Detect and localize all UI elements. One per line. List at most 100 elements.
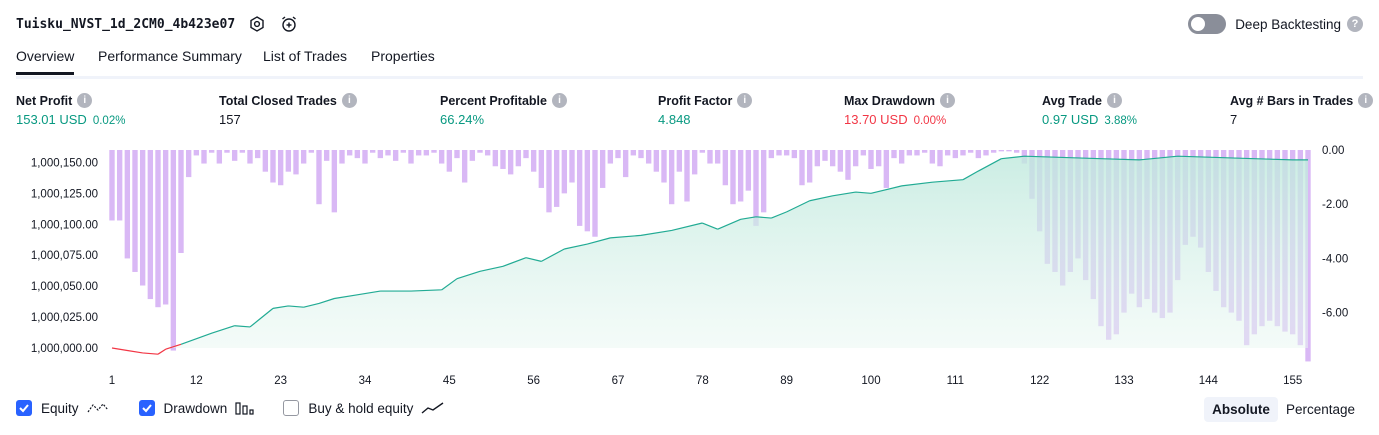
drawdown-bar — [645, 150, 652, 164]
drawdown-bar — [224, 150, 230, 153]
drawdown-bar — [147, 150, 154, 300]
metric-percent: 0.00% — [913, 115, 947, 127]
drawdown-bar — [400, 150, 407, 153]
drawdown-bar — [461, 150, 468, 183]
left-axis-tick-label: 1,000,075.00 — [31, 250, 98, 262]
metric-label: Avg Trade — [1042, 93, 1102, 108]
drawdown-bar — [883, 150, 890, 188]
drawdown-bar — [875, 150, 882, 167]
x-axis-tick-label: 78 — [696, 375, 709, 387]
drawdown-bar — [109, 150, 115, 221]
drawdown-bar — [898, 150, 905, 164]
drawdown-bar — [707, 150, 713, 164]
right-axis-tick-label: 0.00 — [1322, 145, 1344, 157]
info-icon[interactable]: i — [737, 93, 753, 108]
drawdown-bar — [691, 150, 698, 175]
info-icon[interactable]: i — [341, 93, 357, 108]
metric-max-drawdown: Max Drawdown i 13.70 USD 0.00% — [844, 93, 955, 127]
drawdown-bar — [254, 150, 261, 159]
legend-drawdown[interactable]: Drawdown — [138, 400, 256, 416]
drawdown-bar — [699, 150, 706, 153]
equity-line — [180, 155, 1308, 345]
metric-avg-trade: Avg Trade i 0.97 USD 3.88% — [1042, 93, 1137, 127]
drawdown-bar — [975, 150, 982, 159]
drawdown-bar — [714, 150, 721, 164]
equity-drawdown-chart[interactable]: 1,000,000.00 1,000,025.00 1,000,050.00 1,00… — [0, 140, 1379, 390]
drawdown-bar — [753, 150, 759, 226]
drawdown-bar — [500, 150, 506, 169]
metric-label: Percent Profitable — [440, 93, 547, 108]
drawdown-bar — [193, 150, 200, 156]
info-icon[interactable]: i — [551, 93, 567, 108]
drawdown-bar — [967, 150, 974, 153]
drawdown-bar — [155, 150, 161, 308]
drawdown-bar — [178, 150, 184, 253]
drawdown-bar — [983, 150, 989, 156]
drawdown-bar — [431, 150, 437, 153]
help-icon[interactable]: ? — [1347, 16, 1363, 32]
checkbox-checked-icon[interactable] — [138, 400, 155, 416]
drawdown-bar — [1006, 150, 1012, 152]
deep-backtesting-toggle[interactable] — [1188, 14, 1227, 34]
checkbox-unchecked-icon[interactable] — [283, 400, 300, 416]
metric-percent: 3.88% — [1104, 115, 1137, 127]
x-axis-tick-label: 111 — [947, 375, 964, 387]
gear-icon[interactable] — [247, 14, 267, 34]
drawdown-bar — [730, 150, 736, 205]
drawdown-bar — [323, 150, 330, 161]
chart-legend: Equity Drawdown Buy & hold equity — [16, 400, 473, 416]
strategy-name: Tuisku_NVST_1d_2CM0_4b423e07 — [16, 16, 236, 32]
drawdown-bar — [553, 150, 560, 207]
right-axis-tick-label: -4.00 — [1322, 253, 1348, 265]
info-icon[interactable]: i — [77, 93, 93, 108]
drawdown-bar — [561, 150, 568, 194]
drawdown-bar — [1013, 150, 1020, 153]
scale-absolute-button[interactable]: Absolute — [1204, 397, 1278, 422]
x-axis-tick-label: 67 — [612, 375, 625, 387]
drawdown-bar — [124, 150, 131, 259]
drawdown-bar — [806, 150, 813, 183]
drawdown-bar — [837, 150, 844, 172]
drawdown-bar — [354, 150, 361, 159]
drawdown-bar — [316, 150, 322, 205]
metric-label: Profit Factor — [658, 93, 733, 108]
info-icon[interactable]: i — [940, 93, 955, 108]
tab-list-of-trades[interactable]: List of Trades — [263, 48, 348, 64]
drawdown-bar — [783, 150, 790, 156]
legend-equity[interactable]: Equity — [16, 400, 111, 416]
metric-value: 153.01 USD — [16, 112, 87, 127]
drawdown-bar — [622, 150, 629, 178]
drawdown-bar — [247, 150, 253, 164]
metric-percent: 0.02% — [92, 115, 126, 127]
alarm-clock-plus-icon[interactable] — [279, 14, 299, 34]
tab-overview[interactable]: Overview — [16, 48, 75, 75]
checkbox-checked-icon[interactable] — [16, 400, 32, 416]
drawdown-bar — [776, 150, 782, 156]
drawdown-bar — [285, 150, 292, 172]
drawdown-bar — [484, 150, 491, 156]
drawdown-bar — [630, 150, 637, 156]
tab-properties[interactable]: Properties — [371, 48, 435, 64]
metric-label: Total Closed Trades — [219, 93, 337, 108]
left-axis-tick-label: 1,000,000.00 — [31, 343, 98, 355]
left-axis-tick-label: 1,000,025.00 — [31, 312, 98, 324]
drawdown-bar — [162, 150, 169, 305]
scale-percentage-button[interactable]: Percentage — [1285, 402, 1355, 417]
metric-percent-profitable: Percent Profitable i 66.24% — [440, 93, 567, 127]
legend-label: Buy & hold equity — [308, 400, 414, 416]
drawdown-bar — [914, 150, 920, 156]
info-icon[interactable]: i — [1358, 93, 1374, 108]
metric-value: 0.97 USD — [1042, 112, 1099, 127]
deep-backtesting-label: Deep Backtesting — [1235, 16, 1341, 32]
info-icon[interactable]: i — [1106, 93, 1122, 108]
drawdown-bar — [615, 150, 621, 159]
legend-buy-hold-equity[interactable]: Buy & hold equity — [283, 400, 445, 416]
drawdown-bar — [308, 150, 315, 153]
equity-line-negative — [111, 343, 182, 355]
metric-label: Net Profit — [16, 93, 73, 108]
tab-performance-summary[interactable]: Performance Summary — [98, 48, 242, 64]
drawdown-bar — [492, 150, 499, 167]
drawdown-bar — [530, 150, 537, 172]
buy-hold-line-icon — [421, 401, 445, 415]
drawdown-bar — [745, 150, 752, 191]
